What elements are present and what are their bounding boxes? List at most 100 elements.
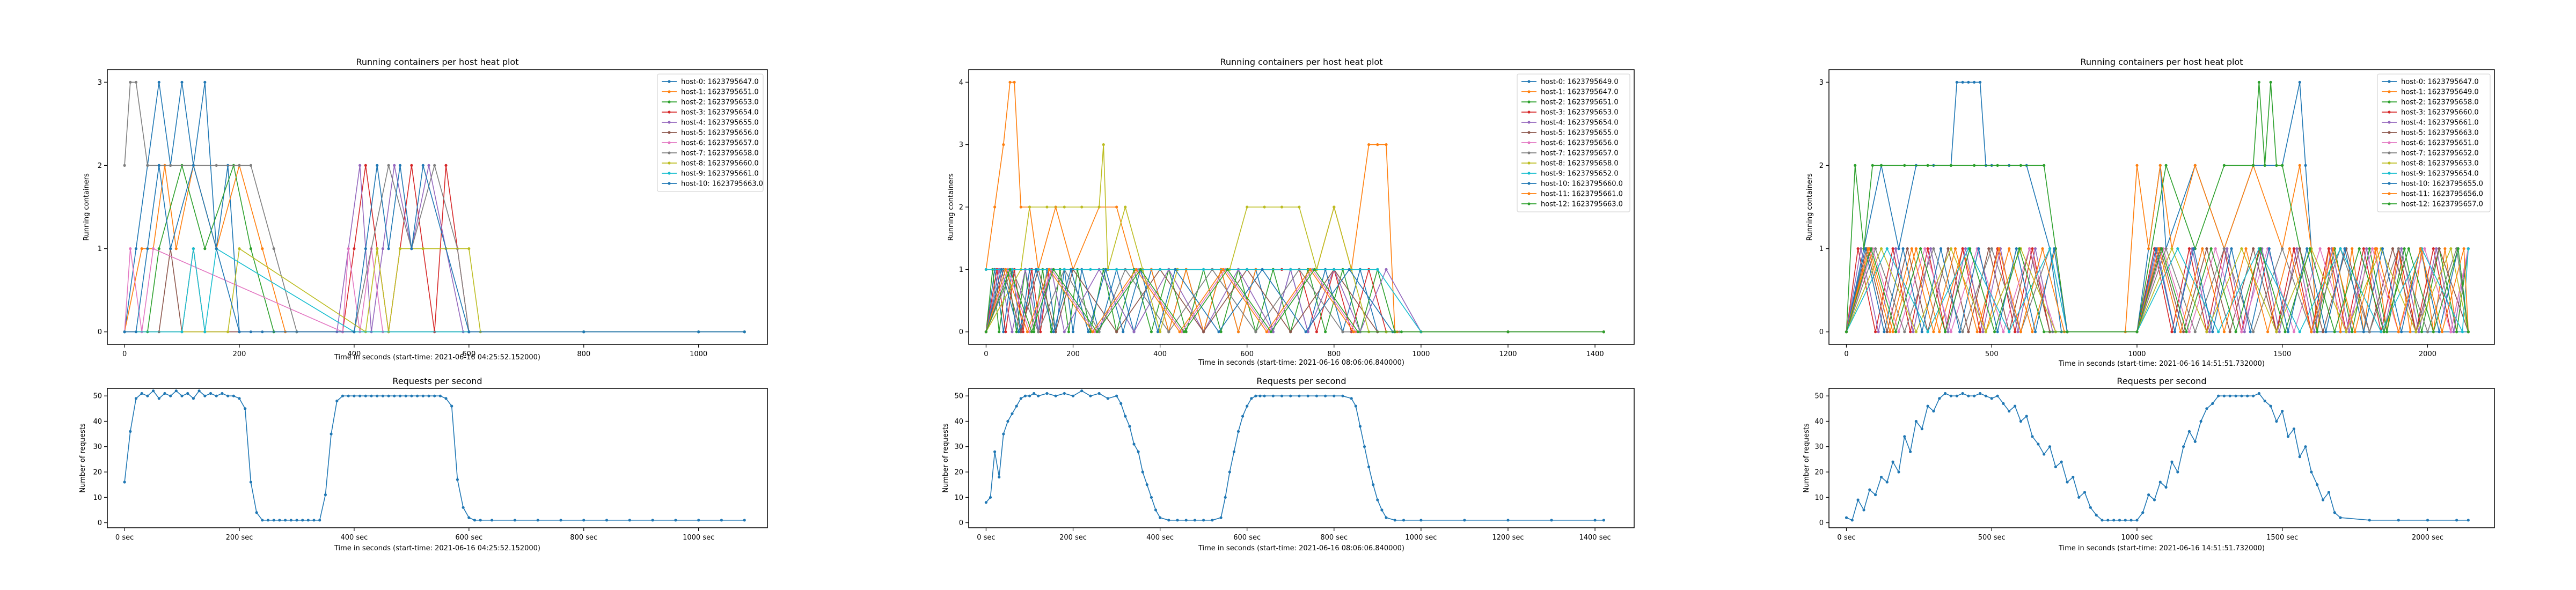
data-point <box>2452 330 2455 334</box>
data-point <box>1002 330 1005 334</box>
legend-marker <box>2388 161 2391 165</box>
data-point <box>284 519 287 522</box>
data-point <box>2281 409 2284 413</box>
data-point <box>376 247 379 250</box>
data-point <box>2179 330 2182 334</box>
data-point <box>1263 394 1266 397</box>
data-point <box>1385 268 1388 271</box>
data-point <box>1033 392 1036 395</box>
plot-area: 0 sec 200 sec 400 sec 600 sec 800 sec 1000 se… <box>93 389 746 542</box>
data-point <box>1071 394 1075 397</box>
data-point <box>1221 268 1225 271</box>
data-point <box>1119 402 1123 405</box>
data-point <box>1132 330 1136 334</box>
x-tick-label: 1000 <box>1412 350 1430 358</box>
data-point <box>1845 516 1848 519</box>
data-point <box>1968 247 1972 250</box>
legend-marker <box>668 100 671 104</box>
x-tick-label: 1500 sec <box>2266 534 2298 542</box>
data-point <box>2164 164 2168 167</box>
data-point <box>1961 247 1964 250</box>
legend-label: host-3: 1623795654.0 <box>681 109 759 117</box>
x-tick-label: 400 sec <box>340 534 368 542</box>
data-point <box>1380 508 1384 512</box>
data-point <box>1006 419 1009 423</box>
data-point <box>1269 330 1272 334</box>
legend-marker <box>2388 151 2391 154</box>
plot-area: 0 500 1000 1500 2000 0 1 2 3 <box>1819 79 2470 358</box>
data-point <box>2278 330 2281 334</box>
x-axis-label: Time in seconds (start-time: 2021-06-16 … <box>334 353 540 362</box>
legend-label: host-1: 1623795651.0 <box>681 88 759 97</box>
data-point <box>393 164 396 167</box>
data-point <box>2257 80 2260 84</box>
data-point <box>410 394 413 397</box>
data-point <box>1180 330 1183 334</box>
data-point <box>1063 205 1066 209</box>
data-point <box>129 430 132 433</box>
data-point <box>2226 247 2229 250</box>
legend-marker <box>2388 121 2391 124</box>
data-point <box>192 397 195 400</box>
data-point <box>462 506 465 509</box>
data-point <box>1975 330 1979 334</box>
data-point <box>2234 394 2237 397</box>
data-point <box>2347 330 2351 334</box>
data-point <box>2176 470 2179 474</box>
data-point <box>1990 247 1993 250</box>
x-tick-label: 1000 sec <box>683 534 714 542</box>
data-point <box>2054 465 2057 469</box>
data-point <box>989 496 992 499</box>
data-point <box>1054 330 1057 334</box>
legend-label: host-11: 1623795656.0 <box>2401 190 2483 198</box>
x-tick-label: 200 <box>1066 350 1080 358</box>
data-point <box>1011 268 1014 271</box>
data-point <box>1949 164 1952 167</box>
data-point <box>1324 330 1327 334</box>
data-point <box>2222 330 2226 334</box>
data-point <box>1463 519 1466 522</box>
data-point <box>1271 330 1275 334</box>
y-axis-label: Running containers <box>83 173 91 241</box>
data-point <box>358 164 362 167</box>
data-point <box>157 247 160 250</box>
data-point <box>2160 247 2163 250</box>
data-point <box>387 164 390 167</box>
data-point <box>1967 394 1970 397</box>
data-point <box>1289 268 1292 271</box>
data-point <box>1063 330 1066 334</box>
data-point <box>1080 205 1084 209</box>
data-point <box>1996 164 1999 167</box>
data-point <box>226 394 230 397</box>
data-point <box>1002 143 1005 146</box>
data-point <box>2275 164 2278 167</box>
y-tick-label: 0 <box>959 328 963 336</box>
plot-frame <box>107 69 768 345</box>
x-tick-label: 1000 sec <box>1405 534 1437 542</box>
data-point <box>1021 330 1024 334</box>
data-point <box>1376 498 1379 502</box>
data-point <box>582 330 586 334</box>
data-point <box>2043 453 2046 456</box>
data-point <box>1967 330 1970 334</box>
data-point <box>2286 435 2290 438</box>
data-point <box>2304 164 2307 167</box>
data-point <box>238 247 241 250</box>
data-point <box>1923 247 1927 250</box>
data-point <box>140 392 143 395</box>
data-point <box>2381 247 2384 250</box>
data-point <box>1115 205 1118 209</box>
data-point <box>2269 404 2272 408</box>
data-point <box>1602 330 1605 334</box>
data-point <box>1236 430 1240 433</box>
data-point <box>306 519 310 522</box>
data-point <box>1115 394 1118 397</box>
data-point <box>2432 330 2435 334</box>
data-point <box>2077 496 2081 499</box>
data-point <box>2461 330 2464 334</box>
containers-plot-3: Running containers per host heat plot Ti… <box>1806 57 2495 368</box>
y-tick-label: 20 <box>93 469 102 477</box>
y-axis-label: Number of requests <box>942 423 950 492</box>
data-point <box>1202 330 1205 334</box>
data-point <box>1348 268 1351 271</box>
